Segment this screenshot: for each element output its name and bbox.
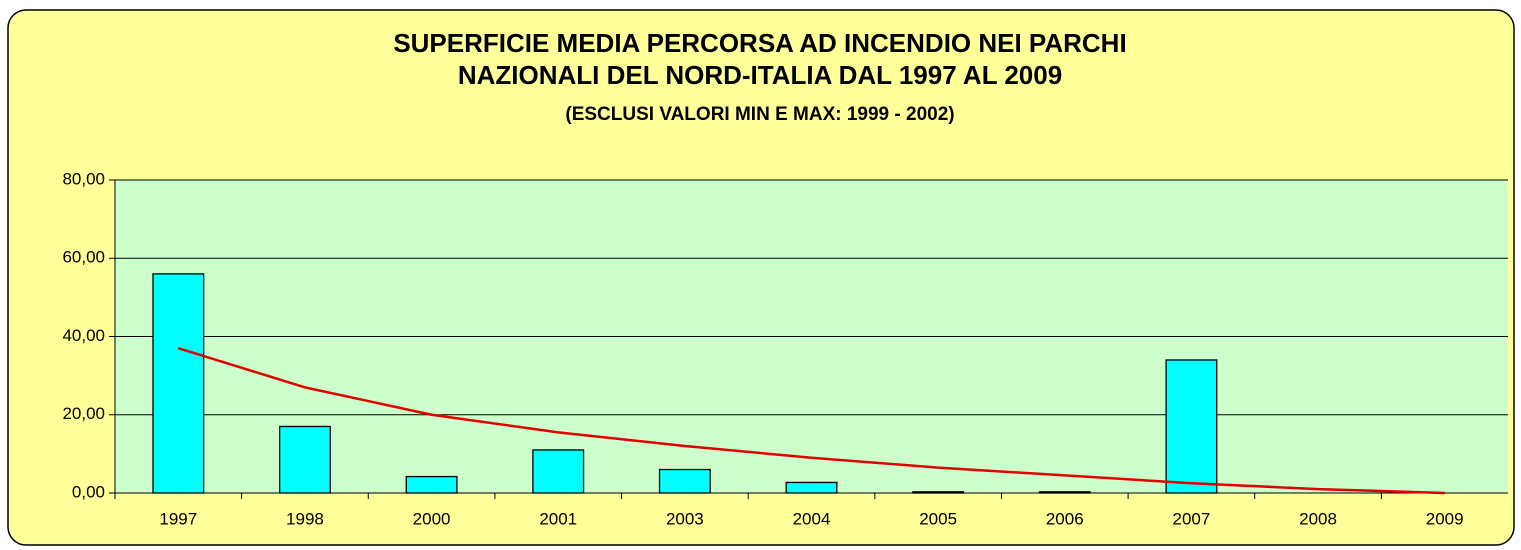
x-tick-label: 2009 [1426,509,1464,528]
trend-line [177,347,1445,495]
x-tick-label: 1998 [286,509,324,528]
y-tick-label: 40,00 [62,326,105,345]
x-tick-label: 2006 [1046,509,1084,528]
y-tick-label: 80,00 [62,169,105,188]
x-tick-label: 2001 [539,509,577,528]
bar [785,481,838,494]
x-tick-label: 2000 [413,509,451,528]
x-tick-label: 2008 [1299,509,1337,528]
x-tick-label: 2005 [919,509,957,528]
x-tick-label: 2004 [793,509,831,528]
x-tick-label: 1997 [159,509,197,528]
y-tick-label: 0,00 [72,482,105,501]
bar [278,425,331,494]
chart-title: NAZIONALI DEL NORD-ITALIA DAL 1997 AL 20… [458,60,1062,90]
x-tick-label: 2007 [1172,509,1210,528]
y-tick-label: 20,00 [62,404,105,423]
x-tick-label: 2003 [666,509,704,528]
bar [152,273,205,494]
bar [658,468,711,494]
y-tick-label: 60,00 [62,248,105,267]
chart-title: SUPERFICIE MEDIA PERCORSA AD INCENDIO NE… [393,28,1126,58]
bar [532,449,585,494]
bar [1165,359,1218,494]
chart-subtitle: (ESCLUSI VALORI MIN E MAX: 1999 - 2002) [565,104,954,125]
bar [405,475,458,494]
